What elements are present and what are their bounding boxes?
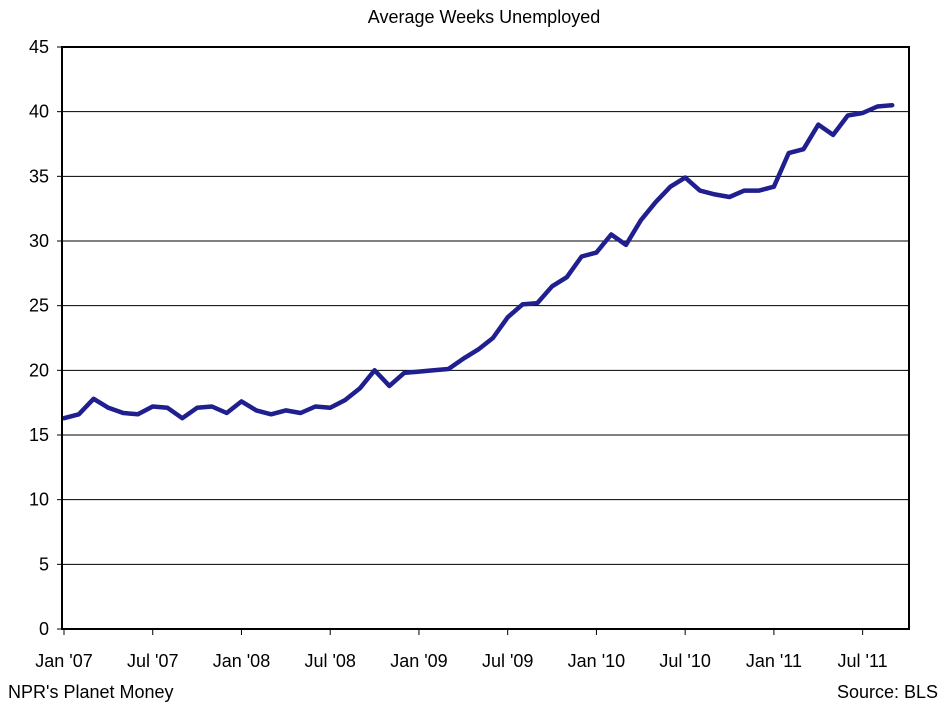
x-tick-label: Jan '10 xyxy=(568,651,625,671)
x-tick-label: Jul '08 xyxy=(304,651,355,671)
x-axis-ticks: Jan '07 Jul '07 Jan '08 Jul '08 Jan '09 Jul '… xyxy=(35,629,888,671)
x-tick-label: Jan '11 xyxy=(746,651,802,671)
y-tick-label: 10 xyxy=(29,490,49,510)
series-line xyxy=(61,102,895,421)
y-tick-label: 30 xyxy=(29,231,49,251)
y-tick-label: 5 xyxy=(39,554,49,574)
y-tick-label: 25 xyxy=(29,296,49,316)
x-tick-label: Jan '09 xyxy=(390,651,447,671)
x-tick-label: Jul '10 xyxy=(659,651,710,671)
source-label: Source: BLS xyxy=(836,682,938,702)
x-tick-label: Jan '08 xyxy=(213,651,270,671)
y-tick-label: 45 xyxy=(29,37,49,57)
y-axis-ticks: 0 5 10 15 20 25 30 35 40 45 xyxy=(29,37,62,639)
x-tick-label: Jul '07 xyxy=(127,651,178,671)
gridlines xyxy=(62,111,909,565)
y-tick-label: 20 xyxy=(29,360,49,380)
y-tick-label: 35 xyxy=(29,166,49,186)
y-tick-label: 15 xyxy=(29,425,49,445)
x-tick-label: Jul '09 xyxy=(482,651,533,671)
x-tick-label: Jul '11 xyxy=(838,651,888,671)
credit-label: NPR's Planet Money xyxy=(8,682,174,702)
chart-title: Average Weeks Unemployed xyxy=(368,7,600,27)
x-tick-label: Jan '07 xyxy=(35,651,92,671)
line-chart: Average Weeks Unemployed 0 5 10 15 20 25 30 35 4… xyxy=(29,7,910,671)
plot-frame xyxy=(61,46,910,630)
y-tick-label: 0 xyxy=(39,619,49,639)
y-tick-label: 40 xyxy=(29,102,49,122)
